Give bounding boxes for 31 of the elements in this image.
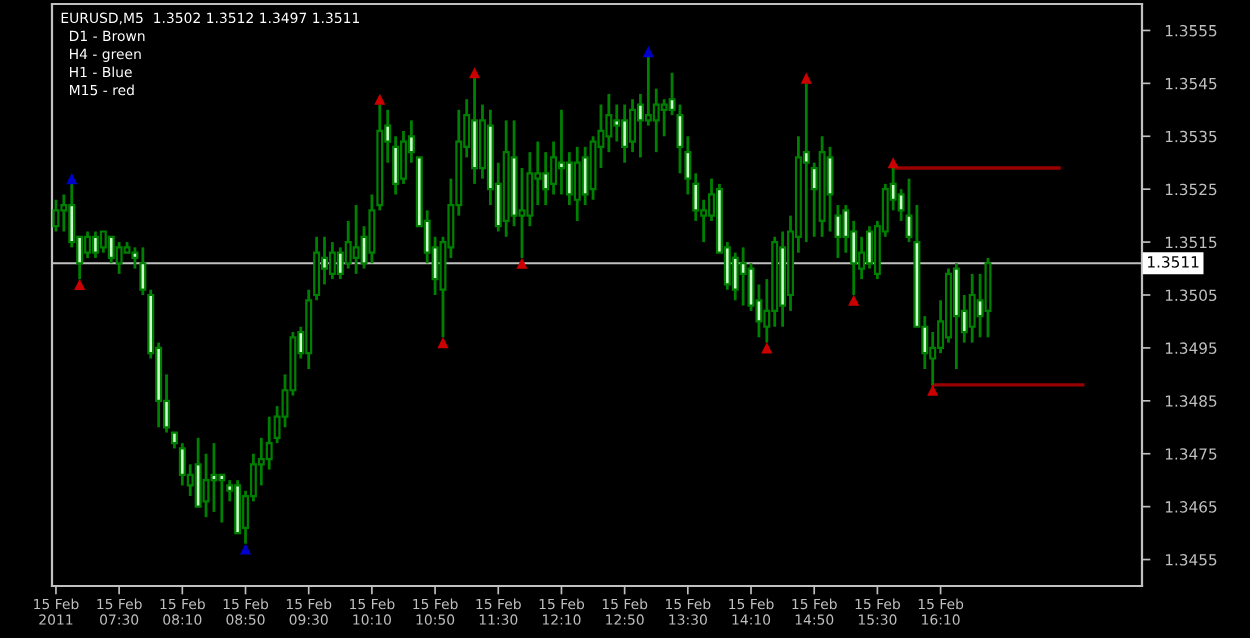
candlestick [210, 441, 218, 514]
candlestick [739, 245, 747, 307]
candlestick [660, 97, 668, 138]
point [374, 93, 386, 105]
candlestick [84, 230, 92, 260]
candlestick [542, 150, 550, 207]
candlestick [194, 436, 202, 509]
point [74, 278, 86, 290]
candlestick [218, 473, 226, 524]
point [848, 294, 860, 306]
candlestick [91, 230, 99, 260]
point [437, 337, 449, 349]
point [469, 67, 481, 79]
candlestick [621, 103, 629, 165]
candlestick [52, 198, 60, 233]
candlestick [826, 145, 834, 233]
candlestick [352, 203, 360, 276]
point [642, 46, 654, 58]
candlestick [984, 256, 992, 339]
candlestick [968, 272, 976, 345]
candlestick [557, 108, 565, 196]
point [516, 257, 528, 269]
candlestick [952, 261, 960, 371]
candlestick [115, 240, 123, 276]
candlestick [99, 230, 107, 255]
point [800, 72, 812, 84]
point [239, 543, 252, 555]
point [927, 384, 939, 396]
candlestick [573, 145, 581, 223]
candlestick [328, 240, 336, 281]
candlestick [613, 103, 621, 143]
